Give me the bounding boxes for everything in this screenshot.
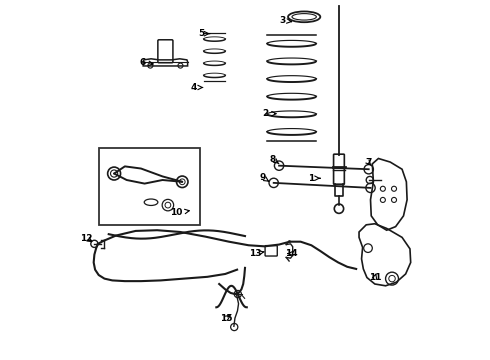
Text: 6: 6 — [140, 58, 153, 67]
Text: 14: 14 — [285, 249, 297, 258]
Text: 7: 7 — [366, 158, 372, 167]
Text: 1: 1 — [308, 174, 320, 183]
Text: 13: 13 — [249, 249, 264, 258]
Text: 3: 3 — [279, 16, 292, 25]
Text: 2: 2 — [263, 109, 276, 118]
Text: 9: 9 — [259, 173, 269, 182]
Text: 5: 5 — [198, 29, 210, 38]
Text: 10: 10 — [170, 208, 189, 217]
Bar — [98, 148, 200, 225]
Text: 4: 4 — [191, 83, 203, 92]
Text: 15: 15 — [220, 314, 233, 323]
Text: 12: 12 — [80, 234, 93, 243]
Text: 8: 8 — [270, 155, 279, 164]
Text: 11: 11 — [368, 273, 381, 282]
